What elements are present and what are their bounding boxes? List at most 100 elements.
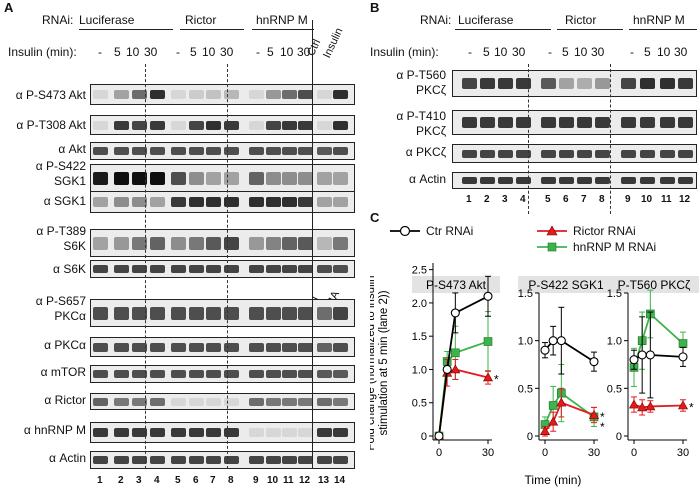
panel-a-band <box>266 456 281 464</box>
panel-a-band <box>298 428 313 437</box>
panel-a-band <box>171 370 186 378</box>
panel-a-band <box>224 398 239 406</box>
panel-a-band <box>93 147 108 155</box>
panel-a-band <box>189 90 204 99</box>
panel-a-rnai-prefix: RNAi: <box>42 13 74 27</box>
panel-a-band <box>171 197 186 207</box>
panel-a-lane-number: 9 <box>253 475 259 486</box>
data-point-triangle <box>482 372 494 382</box>
panel-b-lane-number: 1 <box>466 194 472 205</box>
panel-b-band <box>621 177 636 184</box>
y-tick-label: 0.5 <box>412 398 427 410</box>
panel-b-insulin-tick: 5 <box>483 45 490 59</box>
panel-b-row-label: α Actin <box>409 172 446 186</box>
panel-a-band <box>206 147 221 155</box>
panel-b-band <box>621 78 636 89</box>
panel-a-band <box>298 456 313 464</box>
y-tick-label: 0 <box>421 431 427 443</box>
panel-a-band <box>114 428 129 437</box>
panel-b-row-label: α P-T560 <box>396 68 446 82</box>
panel-a-band <box>333 307 348 320</box>
panel-a-band <box>282 121 297 130</box>
panel-a-band <box>132 237 147 250</box>
panel-a-row-label: α P-T308 Akt <box>16 118 86 132</box>
panel-a-band <box>189 428 204 437</box>
panel-a-insulin-tick: 30 <box>297 45 311 59</box>
panel-a-blot-strip <box>90 337 355 357</box>
panel-b-underline-rictor <box>557 29 623 30</box>
panel-b-band <box>559 177 574 184</box>
panel-a-band <box>189 121 204 130</box>
panel-a-group-rictor: Rictor <box>185 13 217 27</box>
panel-b-lane-number: 8 <box>599 194 605 205</box>
panel-b-band <box>577 177 592 184</box>
subplot-title: P-S422 SGK1 <box>528 278 604 292</box>
panel-a-blot-strip <box>90 451 355 469</box>
panel-b-band <box>559 117 574 128</box>
panel-b-band <box>640 78 655 89</box>
x-tick-label: 0 <box>542 447 548 459</box>
panel-a-row-label: α SGK1 <box>43 194 86 208</box>
panel-a-band <box>189 265 204 273</box>
series-line <box>438 295 489 437</box>
x-axis-title: Time (min) <box>525 473 582 487</box>
panel-a-band <box>333 370 348 378</box>
panel-a-insulin-tick: 30 <box>144 45 158 59</box>
panel-a-band <box>282 343 297 352</box>
panel-a-blot-strip <box>90 142 355 160</box>
panel-a-band <box>266 90 281 99</box>
panel-a-row-label-line2: S6K <box>63 239 86 253</box>
panel-a-band <box>224 428 239 437</box>
panel-a-band <box>298 343 313 352</box>
panel-b-insulin-tick: - <box>630 45 634 59</box>
panel-b-lane-number: 11 <box>661 194 672 205</box>
panel-a-band <box>93 343 108 352</box>
panel-a-band <box>317 370 332 378</box>
y-tick-label: 0.5 <box>607 383 622 395</box>
panel-a-band <box>266 307 281 320</box>
panel-a-band <box>206 121 221 130</box>
panel-b-group-hnrnpm: hnRNP M <box>633 13 685 27</box>
panel-b-blot-strip <box>452 70 697 97</box>
data-point-circle <box>483 291 493 301</box>
panel-b-band <box>621 150 636 158</box>
panel-b-insulin-tick: 30 <box>674 45 688 59</box>
panel-a-lane-number: 10 <box>267 475 279 486</box>
panel-a-band <box>282 428 297 437</box>
panel-a-band <box>298 265 313 273</box>
panel-a-band <box>189 307 204 320</box>
panel-b-insulin-tick: 10 <box>494 45 508 59</box>
panel-b-lane-number: 3 <box>502 194 508 205</box>
data-point-triangle <box>548 416 559 426</box>
panel-a-band <box>282 90 297 99</box>
data-point-triangle <box>450 364 461 374</box>
x-tick-label: 30 <box>588 447 600 459</box>
legend-label: Rictor RNAi <box>573 224 636 238</box>
panel-b-insulin-label: Insulin (min): <box>370 45 439 59</box>
panel-a-blot-strip <box>90 84 355 105</box>
panel-b-band <box>498 78 513 89</box>
panel-b-divider-2 <box>610 64 611 214</box>
panel-a-band <box>298 307 313 320</box>
panel-a-band <box>189 172 204 185</box>
panel-a-band <box>249 121 264 130</box>
panel-a-lane-number: 5 <box>175 475 181 486</box>
panel-b-lane-number: 7 <box>581 194 587 205</box>
panel-a-band <box>150 121 165 130</box>
panel-a-band <box>317 428 332 437</box>
panel-a-band <box>93 428 108 437</box>
panel-b-band <box>660 177 675 184</box>
panel-a-band <box>298 237 313 250</box>
legend-label: Ctr RNAi <box>426 224 473 238</box>
y-tick-label: 0 <box>527 431 533 443</box>
panel-a-band <box>206 172 221 185</box>
y-tick-label: 1.5 <box>607 288 622 300</box>
panel-a-row-label: α P-S657 <box>35 294 86 308</box>
y-axis-title-line2: stimulation at 5 min (lane 2)) <box>378 290 390 435</box>
panel-a-band <box>132 307 147 320</box>
data-point-circle <box>556 336 566 346</box>
significance-asterisk: * <box>600 410 605 424</box>
panel-a-band <box>206 197 221 207</box>
panel-a-band <box>114 370 129 378</box>
panel-a-band <box>206 90 221 99</box>
